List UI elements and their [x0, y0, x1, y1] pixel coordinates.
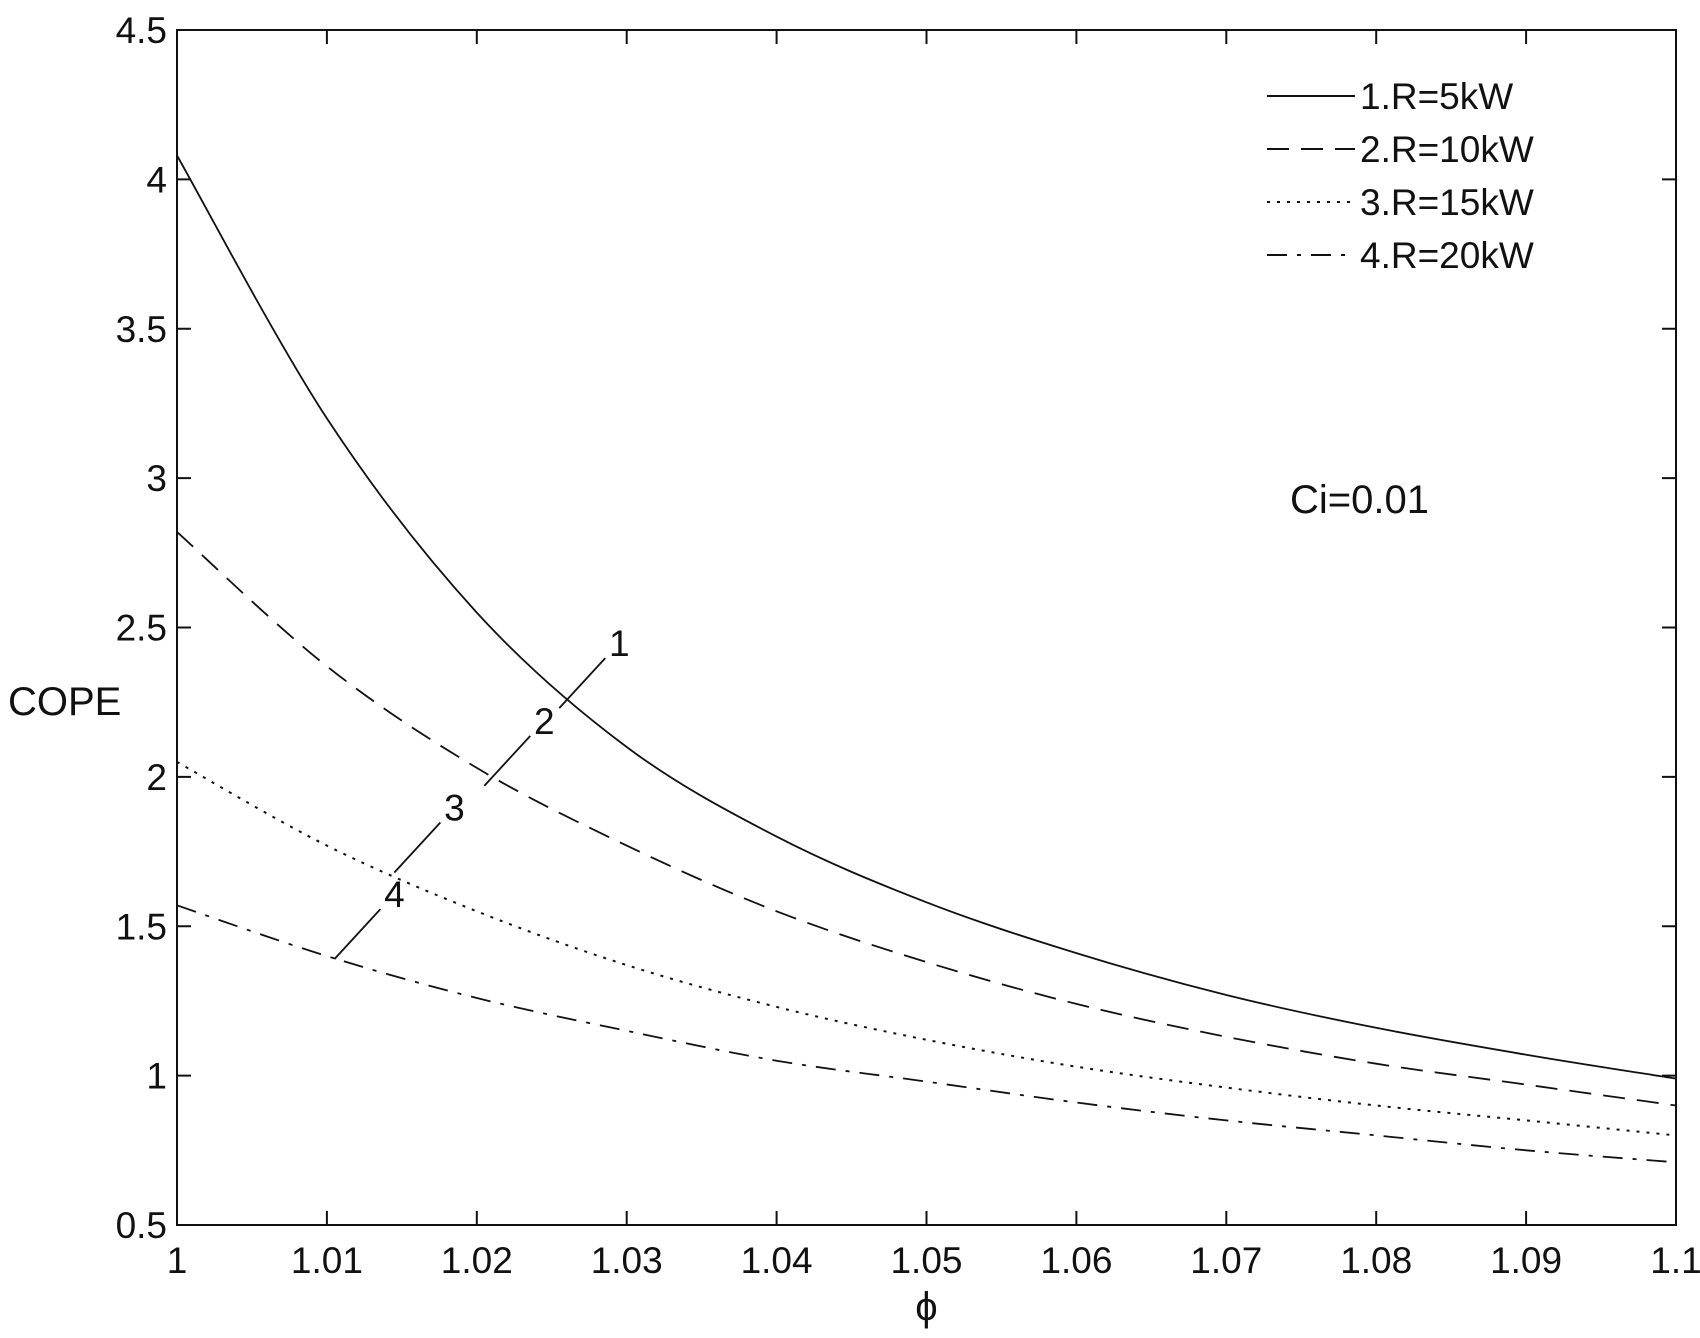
annotation-ci: Ci=0.01 — [1290, 478, 1429, 522]
y-tick-label: 3 — [146, 458, 167, 499]
y-axis-label: COPE — [8, 680, 121, 724]
curve-label-leader-1 — [558, 657, 606, 709]
y-tick-label: 1.5 — [116, 906, 167, 947]
x-tick-label: 1.05 — [890, 1240, 962, 1281]
x-tick-label: 1.02 — [441, 1240, 513, 1281]
x-tick-label: 1.1 — [1650, 1240, 1700, 1281]
y-tick-label: 4 — [146, 159, 167, 200]
series-line-2 — [176, 531, 1677, 1107]
y-tick-label: 0.5 — [116, 1205, 167, 1246]
legend: 1.R=5kW 2.R=10kW 3.R=15kW 4.R=20kW — [1267, 76, 1534, 276]
curve-label-leader-2 — [483, 735, 531, 787]
y-tick-label: 2.5 — [116, 608, 167, 649]
series-line-4 — [176, 904, 1677, 1164]
legend-label-3: 3.R=15kW — [1360, 182, 1534, 223]
x-tick-label: 1 — [167, 1240, 188, 1281]
curve-label-1: 1 — [609, 623, 630, 664]
legend-label-4: 4.R=20kW — [1360, 235, 1534, 276]
series-lines — [176, 155, 1677, 1164]
x-tick-label: 1.04 — [741, 1240, 813, 1281]
curve-labels: 1 2 3 4 — [333, 623, 630, 960]
x-tick-label: 1.09 — [1490, 1240, 1562, 1281]
legend-label-1: 1.R=5kW — [1360, 76, 1513, 117]
y-tick-label: 3.5 — [116, 309, 167, 350]
y-tick-label: 1 — [146, 1056, 167, 1097]
curve-label-3: 3 — [444, 787, 465, 828]
curve-label-2: 2 — [534, 701, 555, 742]
axis-ticks: 1 1.01 1.02 1.03 1.04 1.05 1.06 1.07 1.08 1.09 1.1… — [116, 10, 1700, 1281]
curve-label-leader-4 — [333, 908, 382, 960]
x-tick-label: 1.08 — [1340, 1240, 1412, 1281]
x-tick-label: 1.01 — [291, 1240, 363, 1281]
series-line-3 — [176, 761, 1677, 1137]
series-line-1 — [176, 155, 1677, 1080]
y-tick-label: 2 — [146, 757, 167, 798]
x-tick-label: 1.03 — [591, 1240, 663, 1281]
legend-label-2: 2.R=10kW — [1360, 129, 1534, 170]
x-tick-label: 1.07 — [1190, 1240, 1262, 1281]
x-tick-label: 1.06 — [1040, 1240, 1112, 1281]
x-axis-label: ϕ — [915, 1285, 937, 1329]
curve-label-leader-3 — [393, 821, 442, 874]
y-tick-label: 4.5 — [116, 10, 167, 51]
curve-label-4: 4 — [384, 874, 405, 915]
